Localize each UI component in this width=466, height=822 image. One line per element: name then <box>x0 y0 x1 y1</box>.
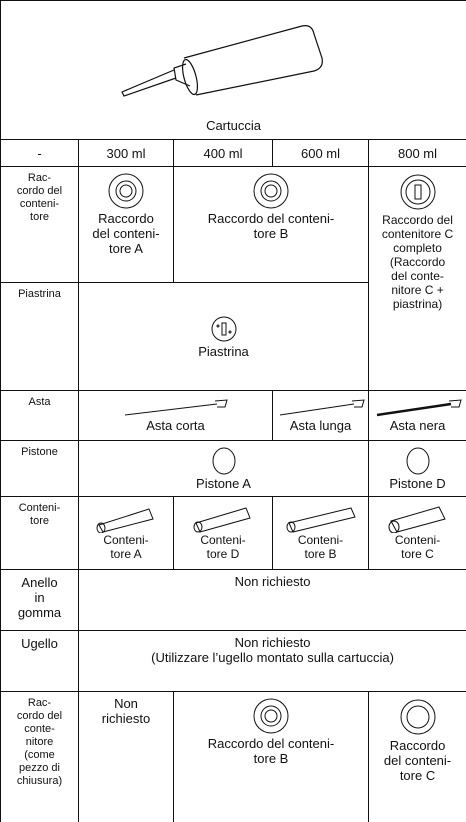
tube-icon <box>286 507 356 533</box>
cartridge-icon <box>120 25 323 97</box>
cell-text: Pistone A <box>196 476 251 491</box>
cell-text: Pistone D <box>389 476 446 491</box>
cell-text: Raccordo del conteni- tore A <box>92 211 160 256</box>
cell: Asta nera <box>367 390 466 441</box>
nut-icon <box>253 698 289 734</box>
piston-icon <box>406 447 430 475</box>
row-label: Pistone <box>0 440 79 497</box>
nut-icon <box>400 174 436 210</box>
header-cell: 400 ml <box>173 139 273 167</box>
cell: Conteni- tore C <box>367 496 466 570</box>
cell: Asta corta <box>78 390 273 441</box>
plate-icon <box>211 316 236 342</box>
nut-icon <box>400 699 436 735</box>
tube-icon <box>96 508 154 533</box>
cell-text: Conteni- tore A <box>103 533 149 561</box>
row-label: Ugello <box>0 630 79 692</box>
cell: Raccordo del conteni- tore B <box>173 691 369 822</box>
cell-text: Conteni- tore C <box>394 533 441 561</box>
cell: Asta lunga <box>272 390 369 441</box>
header-cell: - <box>0 139 79 167</box>
cell: Conteni- tore A <box>78 496 174 570</box>
cell-text: Asta lunga <box>289 418 352 433</box>
header-cell: 300 ml <box>78 139 174 167</box>
nut-icon <box>108 173 144 209</box>
row-label: Anello in gomma <box>0 569 79 631</box>
cell-text: Conteni- tore B <box>297 533 344 561</box>
cell: Non richiesto <box>78 691 174 822</box>
cell-text: Raccordo del conteni- tore B <box>207 211 335 241</box>
cell-text: Asta corta <box>146 418 205 433</box>
rod-icon <box>124 399 228 416</box>
row-label: Rac- cordo del conteni- tore <box>0 166 79 283</box>
rod-icon <box>279 399 365 416</box>
cell: Non richiesto (Utilizzare l’ugello monta… <box>77 630 466 692</box>
tube-icon <box>388 506 446 533</box>
cell-text: Raccordo del conteni- tore B <box>207 736 335 766</box>
cell: Raccordo del conteni- tore C <box>367 691 466 822</box>
nut-icon <box>253 173 289 209</box>
cell-text: Piastrina <box>198 344 249 359</box>
cell: Conteni- tore D <box>173 496 273 570</box>
cell: Raccordo del conteni- tore A <box>78 166 174 283</box>
rod-icon <box>376 399 462 417</box>
header-cell: 800 ml <box>367 139 466 167</box>
piston-icon <box>212 447 235 475</box>
row-label: Rac- cordo del conte- nitore (come pezzo… <box>0 691 79 822</box>
cell-text: Raccordo del contenitore C completo (Rac… <box>381 213 454 311</box>
row-label: Conteni- tore <box>0 496 79 570</box>
caption: Cartuccia <box>206 118 261 133</box>
header-cell: 600 ml <box>272 139 369 167</box>
cell: Raccordo del contenitore C completo (Rac… <box>367 166 466 391</box>
cell-text: Asta nera <box>389 418 446 433</box>
row-label: Piastrina <box>0 282 79 391</box>
caption-cell: Cartuccia <box>0 0 466 140</box>
cell-text: Raccordo del conteni- tore C <box>383 738 452 783</box>
cell-text: Conteni- tore D <box>200 533 246 561</box>
cell: Conteni- tore B <box>272 496 369 570</box>
cell: Pistone D <box>367 440 466 497</box>
cell: Piastrina <box>78 282 369 391</box>
tube-icon <box>193 507 251 533</box>
cell: Pistone A <box>78 440 369 497</box>
cell: Non richiesto <box>77 569 466 631</box>
cell: Raccordo del conteni- tore B <box>173 166 369 283</box>
row-label: Asta <box>0 390 79 441</box>
